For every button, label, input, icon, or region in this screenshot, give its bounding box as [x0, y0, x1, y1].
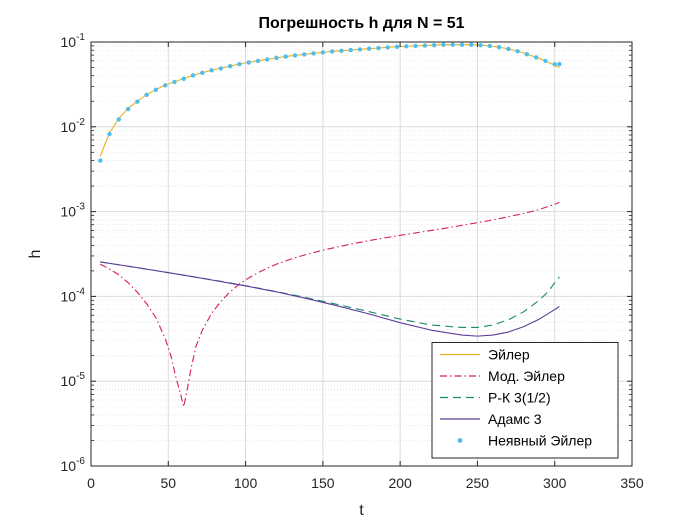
data-point [200, 70, 205, 76]
data-point [172, 79, 177, 85]
y-tick-label: 10-5 [61, 371, 86, 389]
data-point [459, 42, 465, 47]
chart-title: Погрешность h для N = 51 [258, 15, 464, 32]
legend-label: Эйлер [488, 347, 530, 363]
legend-box [431, 342, 619, 459]
series-4-line [100, 261, 560, 337]
data-point [487, 43, 492, 49]
x-tick-label: 300 [543, 475, 567, 491]
data-point [533, 55, 539, 60]
series-layer [98, 42, 562, 408]
data-point [218, 66, 224, 71]
y-tick-label: 10-3 [61, 202, 86, 220]
legend: Эйлер Мод. Эйлер Р-К 3(1/2) Адамс 3 Неявный … [431, 342, 619, 459]
data-point [255, 58, 261, 64]
data-point [283, 54, 288, 59]
data-point [524, 52, 530, 57]
y-tick-label: 10-6 [61, 456, 86, 474]
legend-swatch [457, 438, 463, 443]
x-axis-label: t [359, 502, 364, 519]
data-point [469, 42, 474, 47]
data-point [557, 61, 562, 67]
x-tick-label: 350 [620, 475, 644, 491]
data-point [329, 49, 335, 54]
y-tick-label: 10-2 [61, 117, 86, 135]
x-axis-ticks: 0 50 100 150 200 250 300 350 [87, 42, 644, 491]
x-tick-label: 200 [388, 475, 412, 491]
legend-label: Р-К 3(1/2) [488, 390, 551, 406]
data-point [246, 60, 251, 65]
data-point [237, 61, 242, 67]
data-point [311, 51, 316, 56]
data-point [348, 47, 353, 53]
y-tick-label: 10-1 [61, 32, 86, 50]
data-point [394, 44, 400, 49]
data-point [320, 50, 326, 55]
data-point [227, 64, 233, 69]
data-point [496, 45, 502, 50]
data-point [404, 44, 409, 49]
data-point [144, 92, 149, 98]
data-point [478, 42, 483, 48]
axes-box [90, 41, 633, 467]
data-point [274, 55, 279, 61]
data-point [367, 46, 372, 51]
data-point [543, 58, 548, 64]
data-point [441, 42, 446, 47]
x-tick-label: 0 [87, 475, 95, 491]
data-point [265, 57, 270, 62]
data-point [450, 42, 455, 47]
data-point [292, 53, 298, 58]
data-point [357, 47, 363, 52]
data-point [515, 49, 520, 54]
data-point [162, 83, 168, 88]
x-tick-label: 250 [466, 475, 490, 491]
y-axis-label: h [27, 250, 44, 259]
data-point [98, 158, 103, 163]
data-point [422, 43, 428, 48]
x-tick-label: 100 [234, 475, 258, 491]
x-tick-label: 50 [160, 475, 176, 491]
legend-label: Неявный Эйлер [488, 433, 592, 449]
data-point [125, 106, 131, 112]
data-point [190, 73, 196, 78]
data-point [153, 87, 159, 93]
data-point [431, 42, 437, 48]
series-2-line [100, 201, 560, 408]
data-point [116, 117, 122, 122]
data-point [339, 48, 344, 53]
data-point [135, 99, 140, 104]
x-tick-label: 150 [311, 475, 335, 491]
data-point [506, 46, 511, 52]
series-5-markers [98, 42, 562, 163]
data-point [181, 76, 186, 82]
data-point [376, 45, 381, 51]
y-axis-ticks: 10-6 10-5 10-4 10-3 10-2 10-1 [61, 32, 632, 474]
legend-label: Адамс 3 [488, 411, 542, 427]
y-tick-label: 10-4 [61, 286, 86, 304]
data-point [413, 43, 418, 49]
data-point [302, 52, 307, 57]
data-point [385, 45, 390, 50]
data-point [209, 68, 214, 73]
data-point [107, 131, 112, 137]
legend-label: Мод. Эйлер [488, 368, 565, 384]
data-point [552, 62, 557, 67]
